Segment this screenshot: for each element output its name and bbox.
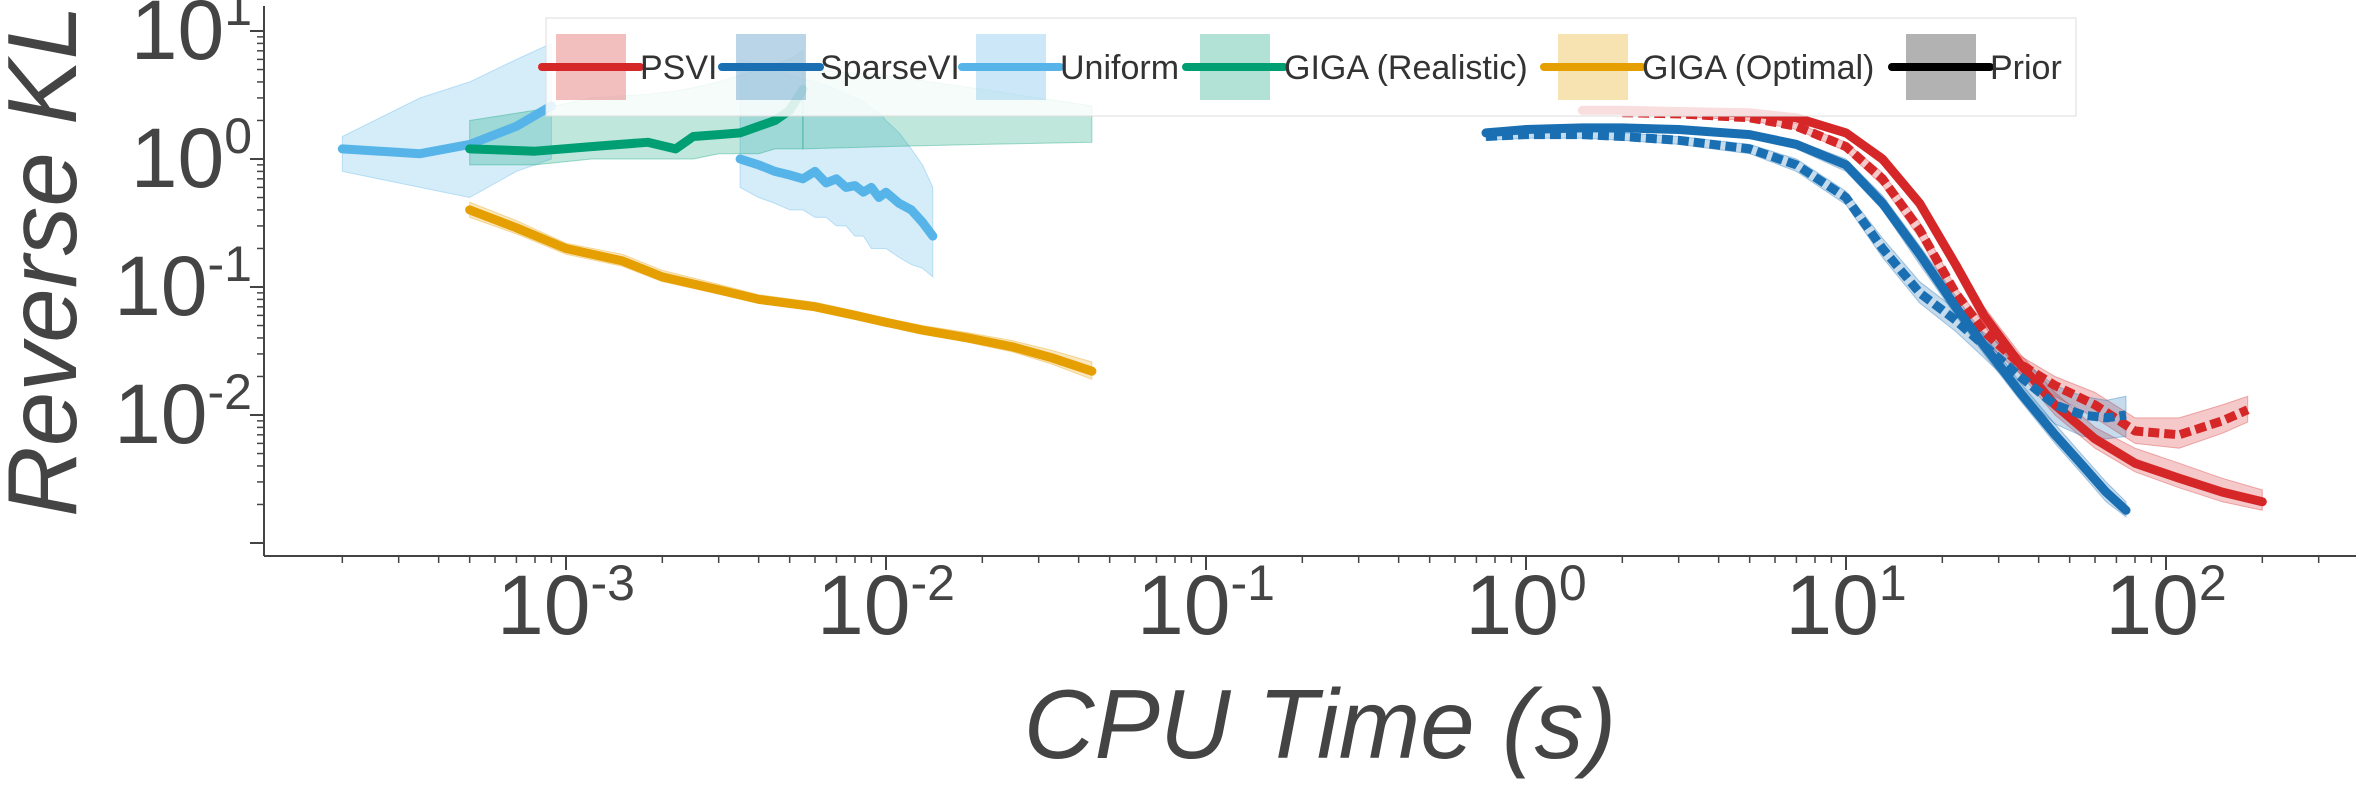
line-sparsevi-solid-7 <box>1481 123 2131 515</box>
y-axis-title: Reverse KL <box>0 5 97 517</box>
legend: PSVI SparseVI Uniform GIGA (Realistic) GIGA … <box>538 17 2077 117</box>
line-sparsevi-dashed-8 <box>1485 130 2127 423</box>
band-sparsevi-8 <box>1485 130 2127 440</box>
y-tick-label: 10-1 <box>114 236 252 333</box>
legend-label-giga-realistic: GIGA (Realistic) <box>1284 49 1528 87</box>
legend-item-giga-optimal: GIGA (Optimal) <box>1540 34 1874 100</box>
legend-label-prior: Prior <box>1990 49 2062 87</box>
x-tick-label: 10-3 <box>497 555 635 652</box>
tick-marks <box>250 30 2320 570</box>
x-tick-label: 102 <box>2105 555 2226 652</box>
x-tick-label: 100 <box>1465 555 1586 652</box>
x-axis-title: CPU Time (s) <box>1024 669 1617 779</box>
legend-label-giga-optimal: GIGA (Optimal) <box>1642 49 1874 87</box>
legend-item-psvi: PSVI <box>538 34 717 100</box>
y-tick-label: 101 <box>131 0 252 77</box>
legend-item-uniform: Uniform <box>958 34 1179 100</box>
legend-item-sparsevi: SparseVI <box>718 34 960 100</box>
legend-item-prior: Prior <box>1888 34 2062 100</box>
tick-labels: 10-3 10-2 10-1 100 101 102 101 100 10-1 10-2 <box>114 0 2227 652</box>
line-psvi-dashed-6 <box>1622 108 2250 440</box>
x-tick-label: 101 <box>1785 555 1906 652</box>
legend-label-uniform: Uniform <box>1060 49 1179 87</box>
band-sparsevi-7 <box>1485 124 2127 518</box>
y-tick-label: 10-2 <box>114 364 252 461</box>
legend-label-sparsevi: SparseVI <box>820 49 960 87</box>
x-tick-label: 10-1 <box>1137 555 1275 652</box>
line-uniform-solid-0 <box>337 101 556 159</box>
band-psvi-5 <box>1581 107 2263 511</box>
line-giga-realistic-solid-2 <box>465 84 808 156</box>
y-tick-label: 100 <box>131 108 252 205</box>
legend-item-giga-realistic: GIGA (Realistic) <box>1182 34 1528 100</box>
line-giga-optimal-solid-4 <box>465 205 1097 376</box>
legend-label-psvi: PSVI <box>640 49 717 87</box>
x-tick-label: 10-2 <box>817 555 955 652</box>
line-uniform-solid-1 <box>735 154 938 241</box>
band-giga-optimal-4 <box>469 201 1093 381</box>
band-uniform-0 <box>341 42 552 199</box>
